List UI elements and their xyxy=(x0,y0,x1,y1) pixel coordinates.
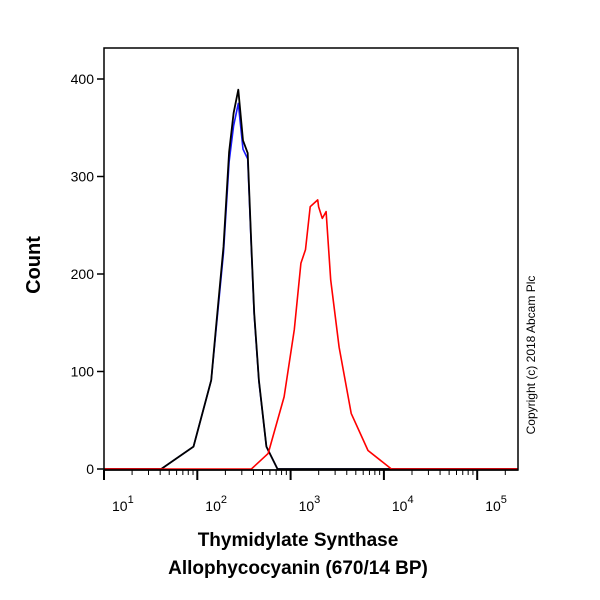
x-axis-label-line1: Thymidylate Synthase xyxy=(198,530,399,551)
x-tick-exponent: 5 xyxy=(501,494,507,506)
x-tick-exponent: 1 xyxy=(128,494,134,506)
x-tick-exponent: 4 xyxy=(407,494,413,506)
y-tick-label: 200 xyxy=(71,266,95,282)
series-line-1 xyxy=(104,88,518,470)
x-tick-label: 102 xyxy=(205,494,227,514)
x-tick-exponent: 3 xyxy=(314,494,320,506)
series-line-2 xyxy=(104,199,518,470)
y-tick-label: 100 xyxy=(71,364,95,380)
series-line-0 xyxy=(104,102,518,470)
x-tick-label: 101 xyxy=(112,494,134,514)
y-tick-label: 0 xyxy=(86,461,94,477)
plot-frame xyxy=(103,47,519,471)
y-tick-label: 400 xyxy=(71,71,95,87)
x-axis-label-line2: Allophycocyanin (670/14 BP) xyxy=(168,558,428,579)
x-tick-exponent: 2 xyxy=(221,494,227,506)
x-tick-label: 104 xyxy=(392,494,414,514)
x-tick-label: 105 xyxy=(485,494,507,514)
x-tick-label: 103 xyxy=(299,494,321,514)
y-tick-label: 300 xyxy=(71,169,95,185)
copyright-annotation: Copyright (c) 2018 Abcam Plc xyxy=(524,276,538,435)
y-axis-label: Count xyxy=(23,236,45,294)
